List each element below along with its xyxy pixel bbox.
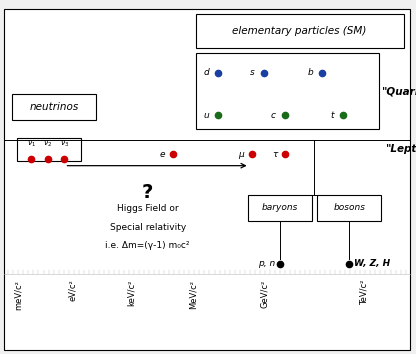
Text: $\nu_{1}$: $\nu_{1}$ (27, 138, 36, 149)
Text: keV/c²: keV/c² (126, 280, 136, 306)
Text: μ: μ (238, 150, 244, 159)
Text: p, n: p, n (258, 259, 275, 268)
Text: TeV/c²: TeV/c² (359, 280, 369, 305)
Text: ?: ? (142, 183, 154, 202)
Text: "Quarks": "Quarks" (381, 86, 416, 96)
Text: bosons: bosons (333, 204, 365, 212)
FancyBboxPatch shape (248, 195, 312, 221)
FancyBboxPatch shape (317, 195, 381, 221)
Text: neutrinos: neutrinos (30, 102, 79, 112)
Text: MeV/c²: MeV/c² (189, 280, 198, 309)
Text: t: t (331, 110, 334, 120)
Text: u: u (203, 110, 209, 120)
Text: Special relativity: Special relativity (109, 223, 186, 232)
Text: elementary particles (SM): elementary particles (SM) (232, 26, 367, 36)
FancyBboxPatch shape (196, 53, 379, 129)
FancyBboxPatch shape (17, 138, 81, 161)
Text: d: d (203, 68, 209, 77)
Text: s: s (250, 68, 255, 77)
FancyBboxPatch shape (12, 94, 96, 120)
Text: eV/c²: eV/c² (68, 280, 77, 301)
Text: e: e (160, 150, 165, 159)
Text: Higgs Field or: Higgs Field or (117, 204, 178, 213)
FancyBboxPatch shape (4, 9, 410, 350)
Text: $\nu_{2}$: $\nu_{2}$ (43, 138, 52, 149)
Text: $\nu_{3}$: $\nu_{3}$ (60, 138, 69, 149)
FancyBboxPatch shape (196, 14, 404, 48)
Text: W, Z, H: W, Z, H (354, 259, 390, 268)
Text: GeV/c²: GeV/c² (260, 280, 269, 308)
Text: meV/c²: meV/c² (14, 280, 23, 309)
Text: τ: τ (272, 150, 277, 159)
Text: c: c (271, 110, 276, 120)
Text: i.e. Δm=(γ-1) m₀c²: i.e. Δm=(γ-1) m₀c² (105, 241, 190, 250)
Text: baryons: baryons (262, 204, 298, 212)
Text: "Leptons": "Leptons" (385, 144, 416, 154)
Text: b: b (307, 68, 313, 77)
